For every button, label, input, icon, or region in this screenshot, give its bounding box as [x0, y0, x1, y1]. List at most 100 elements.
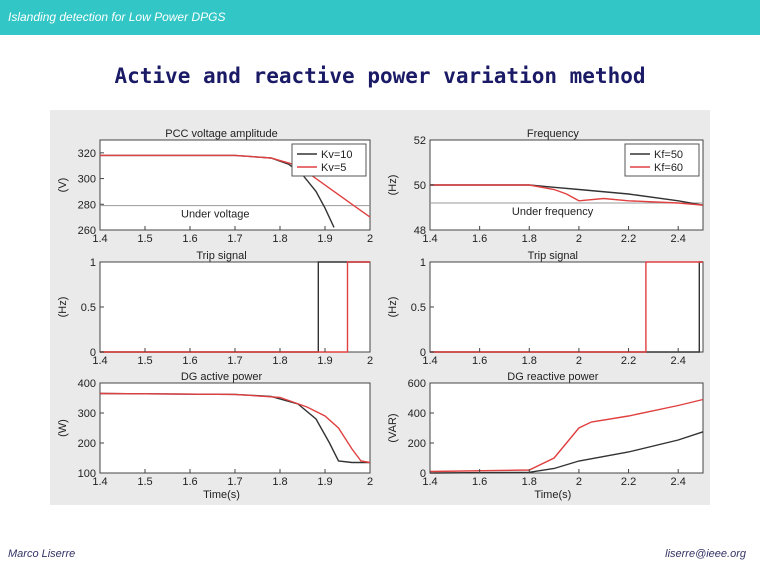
- x-tick-label: 1.9: [317, 233, 332, 245]
- simulation-figure: 1.4 1.5 1.6 1.7 1.8 1.9 2 260 280 300 320 PCC volta…: [50, 110, 710, 505]
- x-tick-label: 2.2: [621, 355, 636, 367]
- series-line-1: [430, 261, 703, 353]
- footer-email: liserre@ieee.org: [665, 548, 746, 560]
- x-tick-label: 1.6: [182, 476, 197, 488]
- series-line-1: [99, 392, 371, 464]
- plot-area: [99, 382, 371, 474]
- y-tick-label: 48: [414, 225, 426, 237]
- legend-label-1: Kf=60: [654, 162, 683, 174]
- x-tick-label: 2.4: [671, 355, 686, 367]
- x-tick-label: 2: [576, 355, 582, 367]
- x-tick-label: 2: [576, 233, 582, 245]
- series-line-1: [100, 261, 370, 353]
- slide-title: Active and reactive power variation meth…: [114, 64, 646, 88]
- y-tick-label: 320: [78, 148, 96, 160]
- plot-area: [429, 261, 704, 353]
- y-tick-label: 0: [420, 468, 426, 480]
- x-tick-label: 1.4: [422, 233, 437, 245]
- legend-box: [624, 143, 700, 177]
- annotation-label: Under frequency: [512, 206, 594, 218]
- y-tick-label: 0.5: [411, 302, 426, 314]
- x-tick-label: 1.9: [317, 476, 332, 488]
- annotation-label: Under voltage: [181, 209, 250, 221]
- plot-area: [99, 261, 371, 353]
- panel-title: DG active power: [181, 371, 263, 383]
- y-tick-label: 100: [78, 468, 96, 480]
- panel-title: PCC voltage amplitude: [165, 128, 278, 140]
- chart-panel-5: [429, 382, 704, 474]
- y-tick-label: 1: [420, 257, 426, 269]
- x-tick-label: 1.4: [92, 233, 107, 245]
- chart-panel-0: [99, 139, 371, 231]
- x-tick-label: 2.2: [621, 476, 636, 488]
- legend-label-1: Kv=5: [321, 162, 346, 174]
- x-axis-label: Time(s): [534, 489, 571, 501]
- legend-label-0: Kf=50: [654, 149, 683, 161]
- x-tick-label: 1.6: [472, 355, 487, 367]
- x-tick-label: 2.4: [671, 476, 686, 488]
- y-axis-label: (Hz): [387, 175, 399, 196]
- x-tick-label: 1.7: [227, 233, 242, 245]
- x-tick-label: 1.4: [92, 355, 107, 367]
- y-axis-label: (VAR): [387, 413, 399, 442]
- y-tick-label: 600: [408, 378, 426, 390]
- x-tick-label: 1.7: [227, 476, 242, 488]
- x-tick-label: 1.6: [182, 355, 197, 367]
- chart-panel-1: [429, 139, 704, 231]
- panel-title: Trip signal: [528, 250, 578, 262]
- series-line-1: [430, 184, 704, 206]
- legend-label-0: Kv=10: [321, 149, 353, 161]
- series-line-1: [429, 398, 704, 473]
- x-tick-label: 1.6: [182, 233, 197, 245]
- x-tick-label: 1.5: [137, 233, 152, 245]
- panel-title: Trip signal: [196, 250, 246, 262]
- y-tick-label: 0: [420, 347, 426, 359]
- y-tick-label: 300: [78, 174, 96, 186]
- x-tick-label: 2: [367, 233, 373, 245]
- y-tick-label: 0.5: [81, 302, 96, 314]
- x-tick-label: 2: [367, 355, 373, 367]
- x-tick-label: 2: [576, 476, 582, 488]
- panel-title: DG reactive power: [507, 371, 598, 383]
- y-axis-label: (V): [57, 178, 69, 193]
- y-tick-label: 1: [90, 257, 96, 269]
- header-title: Islanding detection for Low Power DPGS: [8, 10, 226, 24]
- y-tick-label: 50: [414, 180, 426, 192]
- legend-box: [291, 143, 367, 177]
- footer-author: Marco Liserre: [8, 548, 76, 560]
- chart-panel-4: [99, 382, 371, 474]
- y-axis-label: (Hz): [387, 297, 399, 318]
- x-tick-label: 1.4: [422, 355, 437, 367]
- y-tick-label: 200: [408, 438, 426, 450]
- chart-panel-3: [429, 261, 704, 353]
- y-tick-label: 280: [78, 199, 96, 211]
- y-tick-label: 400: [408, 408, 426, 420]
- x-tick-label: 1.8: [272, 233, 287, 245]
- x-tick-label: 1.8: [272, 355, 287, 367]
- y-tick-label: 200: [78, 438, 96, 450]
- x-tick-label: 1.5: [137, 476, 152, 488]
- x-tick-label: 1.7: [227, 355, 242, 367]
- x-tick-label: 1.6: [472, 233, 487, 245]
- plot-area: [429, 382, 704, 474]
- x-tick-label: 1.8: [522, 233, 537, 245]
- x-tick-label: 1.8: [522, 355, 537, 367]
- chart-panel-2: [99, 261, 371, 353]
- x-tick-label: 2.4: [671, 233, 686, 245]
- panel-title: Frequency: [527, 128, 579, 140]
- y-tick-label: 52: [414, 135, 426, 147]
- header-bar: Islanding detection for Low Power DPGS: [0, 0, 760, 35]
- y-tick-label: 400: [78, 378, 96, 390]
- x-tick-label: 1.6: [472, 476, 487, 488]
- x-tick-label: 1.4: [422, 476, 437, 488]
- x-axis-label: Time(s): [203, 489, 240, 501]
- y-axis-label: (W): [57, 419, 69, 437]
- x-tick-label: 2: [367, 476, 373, 488]
- y-tick-label: 0: [90, 347, 96, 359]
- x-tick-label: 1.4: [92, 476, 107, 488]
- x-tick-label: 1.8: [522, 476, 537, 488]
- x-tick-label: 2.2: [621, 233, 636, 245]
- x-tick-label: 1.8: [272, 476, 287, 488]
- y-tick-label: 260: [78, 225, 96, 237]
- x-tick-label: 1.5: [137, 355, 152, 367]
